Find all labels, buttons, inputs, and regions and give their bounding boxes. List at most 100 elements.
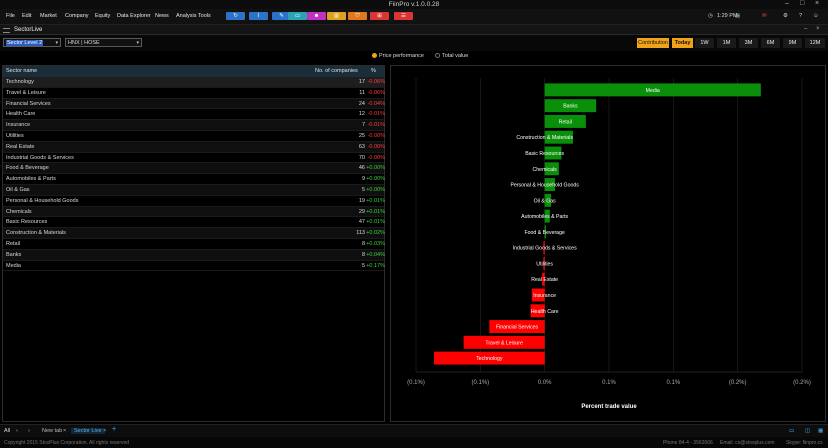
monitor-icon[interactable]: ▭ (288, 12, 307, 20)
bar[interactable] (544, 209, 550, 223)
company-count-cell: 8 (361, 251, 365, 258)
sector-name-cell: Travel & Leisure (6, 89, 46, 96)
company-count-cell: 17 (358, 79, 365, 85)
table-row[interactable]: Media 5 +0.17% (3, 261, 385, 272)
bar[interactable] (530, 304, 545, 318)
table-row[interactable]: Health Care 12 -0.01% (3, 109, 385, 121)
percent-cell: -0.06% (367, 79, 385, 85)
menu-equity[interactable]: Equity (95, 13, 111, 19)
menu-file[interactable]: File (6, 13, 15, 19)
header-no-of-companies[interactable]: No. of companies (315, 68, 358, 74)
add-tab-icon[interactable]: + (112, 426, 117, 433)
menu-market[interactable]: Market (40, 13, 57, 19)
bar-icon[interactable]: ▥ (327, 12, 346, 20)
maximize-icon[interactable]: □ (800, 0, 805, 7)
refresh-icon[interactable]: ↻ (226, 12, 245, 20)
bar[interactable] (463, 335, 545, 349)
chart-icon[interactable]: ⌇ (249, 12, 268, 20)
period-3m-button[interactable]: 3M (739, 38, 758, 48)
period-9m-button[interactable]: 9M (783, 38, 802, 48)
bar[interactable] (544, 178, 555, 192)
window-minimize-icon[interactable]: – (804, 26, 808, 32)
table-row[interactable]: Food & Beverage 46 +0.00% (3, 163, 385, 175)
bar[interactable] (544, 99, 597, 113)
settings-icon[interactable]: ⚙ (783, 13, 788, 19)
bar[interactable] (544, 83, 761, 97)
menu-company[interactable]: Company (65, 13, 89, 19)
bar[interactable] (544, 130, 573, 144)
drag-handle-icon[interactable] (3, 28, 10, 33)
table-row[interactable]: Automobiles & Parts 9 +0.00% (3, 174, 385, 185)
period-today-button[interactable]: Today (672, 38, 693, 48)
minimize-icon[interactable]: – (785, 0, 789, 7)
sector-level-select[interactable]: Sector Level 2 ▾ (3, 38, 61, 47)
bar[interactable] (531, 288, 545, 302)
table-row[interactable]: Oil & Gas 5 +0.00% (3, 184, 385, 196)
x-tick-label: (0.2%) (793, 380, 811, 386)
bar[interactable] (544, 225, 546, 239)
bottom-tab-bar: All ‹ › New tab × Sector Live × + ▭ ◫ ▦ (0, 424, 828, 437)
company-count-cell: 24 (358, 100, 365, 107)
help-icon[interactable]: ? (799, 13, 803, 19)
bar[interactable] (543, 256, 545, 270)
table-row[interactable]: Retail 8 +0.03% (3, 239, 385, 250)
grid-icon[interactable]: ⊞ (370, 12, 389, 20)
bar[interactable] (489, 320, 545, 334)
bar[interactable] (543, 241, 545, 255)
menu-analysis-tools[interactable]: Analysis Tools (176, 13, 211, 19)
table-row[interactable]: Financial Services 24 -0.04% (3, 98, 385, 110)
tab-sector-live[interactable]: Sector Live (71, 428, 105, 434)
menu-edit[interactable]: Edit (22, 13, 32, 19)
table-row[interactable]: Real Estate 63 -0.00% (3, 141, 385, 153)
table-row[interactable]: Insurance 7 -0.01% (3, 120, 385, 131)
exchange-select[interactable]: HNX | HOSE ▾ (65, 38, 142, 47)
pen-icon[interactable]: ✎ (272, 12, 291, 20)
bar[interactable] (544, 162, 559, 176)
table-row[interactable]: Personal & Household Goods 19 +0.01% (3, 196, 385, 207)
table-row[interactable]: Banks 8 +0.04% (3, 249, 385, 261)
table-row[interactable]: Construction & Materials 113 +0.02% (3, 228, 385, 239)
bar[interactable] (434, 351, 545, 365)
table-row[interactable]: Basic Resources 47 +0.01% (3, 217, 385, 229)
sector-name-cell: Retail (6, 240, 21, 247)
window-close-icon[interactable]: × (816, 26, 820, 32)
flag-icon[interactable]: ▦ (735, 13, 741, 19)
layout-grid-icon[interactable]: ▦ (818, 428, 824, 434)
user-icon[interactable]: ☺ (813, 13, 819, 19)
menu-data-explorer[interactable]: Data Explorer (117, 13, 151, 19)
bar-label: Utilities (536, 261, 553, 267)
price-performance-radio[interactable] (372, 53, 377, 59)
layout-split-icon[interactable]: ◫ (805, 428, 811, 434)
contribution-button[interactable]: Contribution (637, 38, 669, 48)
people-icon[interactable]: ☻ (307, 12, 326, 20)
shield-icon[interactable]: ⛉ (348, 12, 367, 20)
percent-cell: -0.00% (367, 132, 385, 139)
table-row[interactable]: Utilities 25 -0.00% (3, 131, 385, 142)
tab-close-icon[interactable]: × (103, 428, 107, 434)
table-row[interactable]: Chemicals 29 +0.01% (3, 206, 385, 218)
header-percent[interactable]: % (371, 68, 376, 74)
all-tabs-button[interactable]: All (4, 428, 11, 434)
period-1m-button[interactable]: 1M (717, 38, 736, 48)
table-row[interactable]: Industrial Goods & Services 70 -0.00% (3, 153, 385, 164)
bar[interactable] (544, 114, 586, 128)
total-value-radio[interactable] (435, 53, 440, 59)
tab-new-tab[interactable]: New tab (42, 428, 63, 434)
tab-next-icon[interactable]: › (28, 428, 30, 434)
layout-icon[interactable]: ▭ (789, 428, 795, 434)
menu-news[interactable]: News (155, 13, 169, 19)
header-sector-name[interactable]: Sector name (6, 68, 38, 74)
tab-prev-icon[interactable]: ‹ (16, 428, 18, 434)
tab-close-icon[interactable]: × (63, 428, 67, 434)
period-6m-button[interactable]: 6M (761, 38, 780, 48)
table-row[interactable]: Travel & Leisure 11 -0.06% (3, 88, 385, 99)
table-row[interactable]: Technology 17 -0.06% (3, 77, 385, 88)
close-icon[interactable]: × (815, 0, 820, 7)
bar[interactable] (544, 193, 552, 207)
list-icon[interactable]: ☰ (394, 12, 413, 20)
bar[interactable] (542, 272, 545, 286)
period-12m-button[interactable]: 12M (805, 38, 825, 48)
bar[interactable] (544, 146, 562, 160)
period-1w-button[interactable]: 1W (695, 38, 714, 48)
notification-icon[interactable]: ✉ (762, 13, 767, 19)
